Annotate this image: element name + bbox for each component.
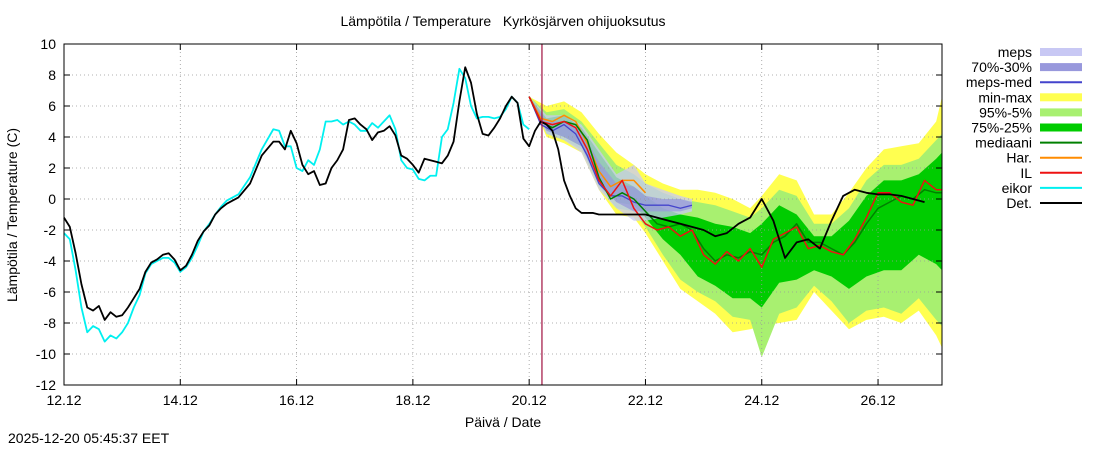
legend-label-har: Har. xyxy=(1006,150,1032,166)
y-tick-label: -2 xyxy=(44,222,57,238)
series-mediaani xyxy=(528,96,942,262)
series-il xyxy=(528,96,942,268)
y-tick-label: -6 xyxy=(44,284,57,300)
series-eikor xyxy=(63,67,530,343)
legend-swatch-meps-70-30 xyxy=(1040,63,1082,72)
legend-label-meps-med: meps-med xyxy=(966,74,1032,90)
y-axis-ticks: 10 8 6 4 2 0 -2 -4 -6 -8 -10 -12 xyxy=(36,36,942,393)
x-axis-label: Päivä / Date xyxy=(465,414,541,430)
legend-label-il: IL xyxy=(1020,165,1032,181)
y-tick-label: -8 xyxy=(44,315,57,331)
x-tick-label: 18.12 xyxy=(395,392,430,408)
legend-swatch-p75-25 xyxy=(1040,123,1082,132)
plot-frame xyxy=(63,43,943,386)
x-tick-label: 14.12 xyxy=(163,392,198,408)
x-tick-label: 12.12 xyxy=(46,392,81,408)
y-axis-label: Lämpötila / Temperature (C) xyxy=(4,128,20,302)
x-tick-label: 16.12 xyxy=(279,392,314,408)
legend-label-eikor: eikor xyxy=(1002,180,1033,196)
legend-swatch-p95-5 xyxy=(1040,108,1082,117)
y-tick-label: 10 xyxy=(40,36,56,52)
chart-title: Lämpötila / Temperature Kyrkösjärven ohi… xyxy=(340,13,665,29)
x-tick-label: 26.12 xyxy=(861,392,896,408)
y-tick-label: -4 xyxy=(44,253,57,269)
y-tick-label: 2 xyxy=(48,160,56,176)
y-tick-label: 6 xyxy=(48,98,56,114)
legend-label-mediaani: mediaani xyxy=(975,135,1032,151)
grid xyxy=(64,44,942,385)
x-tick-label: 20.12 xyxy=(512,392,547,408)
legend-swatch-meps xyxy=(1040,48,1082,56)
y-tick-label: 8 xyxy=(48,67,56,83)
legend-label-meps-70-30: 70%-30% xyxy=(971,59,1032,75)
series-det xyxy=(63,66,925,321)
legend-label-p75-25: 75%-25% xyxy=(971,120,1032,136)
x-axis-ticks: 12.12 14.12 16.12 18.12 20.12 22.12 24.12 26.12 xyxy=(46,44,896,408)
x-tick-label: 24.12 xyxy=(744,392,779,408)
band-p75-25 xyxy=(529,96,942,308)
timestamp: 2025-12-20 05:45:37 EET xyxy=(8,430,170,446)
legend-label-meps: meps xyxy=(998,44,1032,60)
legend-label-min-max: min-max xyxy=(978,89,1032,105)
legend-label-det: Det. xyxy=(1006,195,1032,211)
data-lines xyxy=(63,66,942,343)
legend-label-p95-5: 95%-5% xyxy=(979,104,1032,120)
legend: meps70%-30%meps-medmin-max95%-5%75%-25%m… xyxy=(966,44,1082,211)
y-tick-label: -12 xyxy=(36,377,56,393)
y-tick-label: 4 xyxy=(48,129,56,145)
series-har xyxy=(528,96,647,194)
legend-swatch-min-max xyxy=(1040,93,1082,102)
y-tick-label: 0 xyxy=(48,191,56,207)
y-tick-label: -10 xyxy=(36,346,56,362)
x-tick-label: 22.12 xyxy=(628,392,663,408)
